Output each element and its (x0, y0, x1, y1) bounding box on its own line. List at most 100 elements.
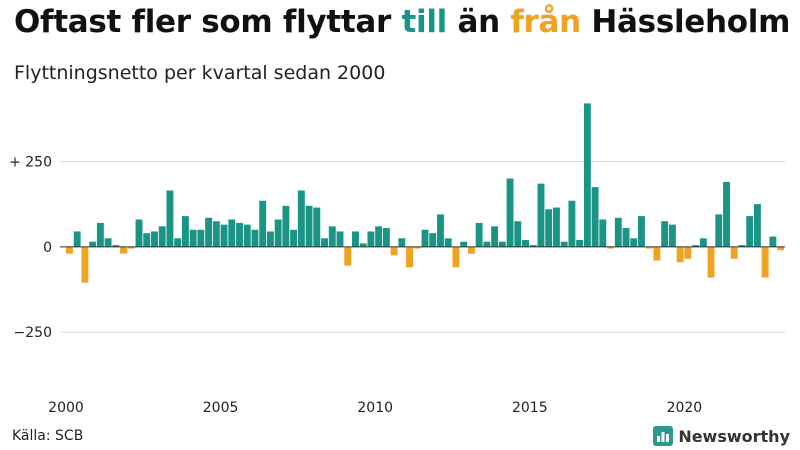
bar (591, 187, 599, 247)
chart-subtitle: Flyttningsnetto per kvartal sedan 2000 (14, 62, 386, 84)
gridlines (60, 160, 785, 333)
bar (120, 246, 128, 254)
bar (444, 238, 452, 247)
brand-name: Newsworthy (678, 426, 790, 446)
axes: + 250 0 −250 2000 2005 2010 2015 2020 (9, 154, 785, 416)
y-tick-label: −250 (14, 325, 52, 341)
bar (228, 219, 236, 247)
bar (676, 246, 684, 263)
title-word-till: till (401, 4, 447, 40)
bars (66, 103, 785, 283)
bar (753, 204, 761, 247)
bar (189, 229, 197, 247)
bar (483, 241, 491, 247)
bar (274, 219, 282, 247)
title-word-fran: från (510, 4, 581, 40)
bar (382, 228, 390, 247)
bar (251, 229, 259, 247)
bar (135, 219, 143, 247)
bar (197, 229, 205, 247)
bar (328, 226, 336, 247)
bar (761, 246, 769, 278)
bar (96, 222, 104, 247)
bar (730, 246, 738, 259)
bar (429, 233, 437, 247)
bar (359, 243, 367, 247)
bar (514, 221, 522, 247)
bar (537, 183, 545, 247)
bar (89, 241, 97, 247)
bar (421, 229, 429, 247)
bar (475, 222, 483, 247)
bar (81, 246, 89, 283)
bar (552, 207, 560, 247)
bar (506, 178, 514, 247)
bar (645, 246, 653, 249)
bar (104, 238, 112, 247)
source-label: Källa: SCB (12, 428, 84, 444)
bar (375, 226, 383, 247)
bar (290, 229, 298, 247)
title-part-5: Hässleholm (580, 4, 791, 40)
bar (282, 205, 290, 247)
bar (684, 246, 692, 259)
bar (266, 231, 274, 247)
bar (599, 219, 607, 247)
bar (746, 216, 754, 247)
bar (723, 181, 730, 247)
bar (707, 246, 715, 278)
bar (452, 246, 460, 268)
bar (390, 246, 398, 256)
title-part-3: än (446, 4, 511, 40)
bar (220, 224, 228, 247)
x-tick-label: 2000 (48, 400, 84, 416)
x-tick-label: 2005 (203, 400, 239, 416)
bar (769, 236, 777, 247)
bar (560, 241, 568, 247)
bar (181, 216, 189, 247)
bar-chart-icon (653, 426, 674, 446)
bar (498, 241, 506, 247)
bar (614, 217, 622, 247)
bar (661, 221, 669, 247)
bar (568, 200, 576, 247)
bar (406, 246, 414, 268)
bar (166, 190, 174, 247)
y-tick-label: + 250 (9, 154, 52, 170)
bar (437, 214, 444, 247)
bar (607, 246, 614, 249)
bar (413, 246, 421, 249)
title-part-1: Oftast fler som flyttar (14, 4, 402, 40)
bar (545, 209, 553, 247)
x-tick-label: 2015 (512, 400, 548, 416)
bar (491, 226, 499, 247)
bar (576, 240, 584, 247)
bar (243, 224, 251, 247)
y-tick-label: 0 (43, 240, 52, 256)
bar (158, 226, 166, 247)
bar (352, 231, 359, 247)
bar (529, 245, 537, 247)
bar (313, 207, 321, 247)
bar (236, 222, 243, 247)
bar (174, 238, 182, 247)
bar (738, 245, 746, 247)
chart-title: Oftast fler som flyttar till än från Häs… (14, 4, 790, 40)
bar (638, 216, 645, 247)
bar (259, 200, 267, 247)
bar (460, 241, 468, 247)
bar (321, 238, 328, 247)
bar (336, 231, 344, 247)
bar (367, 231, 375, 247)
bar (73, 231, 81, 247)
bar (622, 228, 630, 247)
bar (653, 246, 661, 261)
bar (151, 231, 158, 247)
bar (143, 233, 151, 247)
x-tick-label: 2020 (667, 400, 703, 416)
bar (127, 246, 135, 249)
bar (692, 245, 700, 247)
bar (668, 224, 676, 247)
bar (777, 246, 785, 251)
